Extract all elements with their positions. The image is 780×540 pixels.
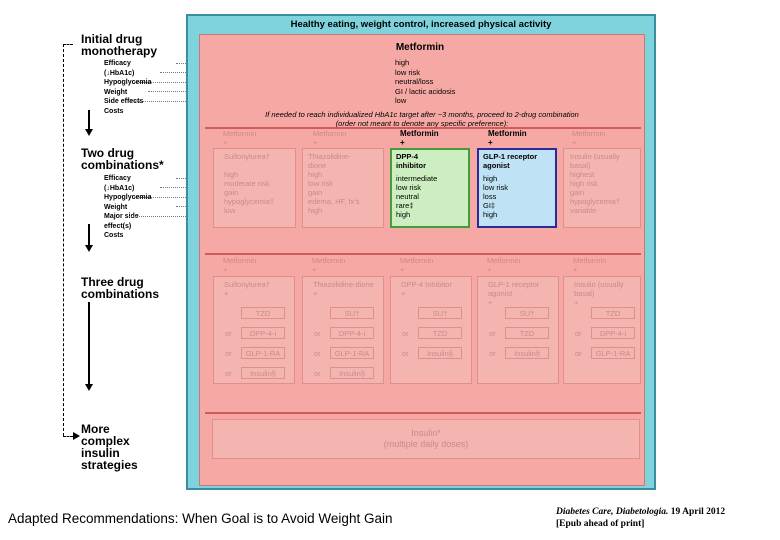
three-col-4-or: or (489, 349, 496, 358)
three-col-4-option: SU† (505, 307, 549, 319)
three-col-5-option: DPP-4-i (591, 327, 635, 339)
arrow-down-3 (88, 302, 90, 385)
arrow-down-2 (88, 224, 90, 246)
step-two-title: Two drug combinations* (81, 146, 164, 172)
divider-3 (205, 412, 641, 414)
step-three-title: Three drug combinations (81, 275, 160, 301)
divider-1 (205, 127, 641, 129)
three-col-2-or: or (314, 349, 321, 358)
three-col-5-head: Metformin + (573, 256, 607, 274)
arrow-down-1 (88, 110, 90, 130)
citation: Diabetes Care, Diabetologia. 19 April 20… (556, 507, 726, 529)
three-col-5-or: or (575, 329, 582, 338)
two-col-5-box: Insulin (usually basal) highest high risk… (563, 148, 641, 228)
three-col-3-head: Metformin + (400, 256, 434, 274)
three-col-3-or: or (402, 329, 409, 338)
lifestyle-header: Healthy eating, weight control, increase… (290, 19, 552, 30)
three-col-3-option: SU† (418, 307, 462, 319)
three-col-1-option: TZD (241, 307, 285, 319)
three-col-3-or: or (402, 349, 409, 358)
three-col-1-or: or (225, 329, 232, 338)
two-row-labels: Efficacy (↓HbA1c) Hypoglycemia Weight Majo… (104, 175, 152, 239)
three-col-2-or: or (314, 369, 321, 378)
two-col-2: Metformin + (313, 129, 347, 147)
mono-row-labels: Efficacy (↓HbA1c) Hypoglycemia Weight Side… (104, 60, 152, 115)
glp1-box[interactable]: GLP-1 receptor agonist high low risk loss… (477, 148, 557, 228)
three-col-2-option: SU† (330, 307, 374, 319)
arrow-right-complex (73, 432, 80, 440)
three-col-5-or: or (575, 349, 582, 358)
three-col-4-head: Metformin + (487, 256, 521, 274)
three-col-5-option: GLP-1-RA (591, 347, 635, 359)
three-col-1-option: GLP-1-RA (241, 347, 285, 359)
three-col-2-head: Metformin + (312, 256, 346, 274)
dpp4-box[interactable]: DPP-4 inhibitor intermediate low risk neu… (390, 148, 470, 228)
three-col-3-option: Insulin§ (418, 347, 462, 359)
two-col-2-box: Thiazolidine-dione high low risk gain edem… (302, 148, 384, 228)
step-complex-title: More complex insulin strategies (81, 422, 138, 472)
leader-two-5 (129, 216, 214, 217)
three-col-1-option: DPP-4-i (241, 327, 285, 339)
arrow-down-3-head (85, 384, 93, 391)
arrow-down-2-head (85, 245, 93, 252)
treatment-panel (199, 34, 645, 486)
three-col-2-or: or (314, 329, 321, 338)
bracket-tick-bottom (63, 436, 73, 437)
three-col-1-head: Metformin + (223, 256, 257, 274)
three-col-1-or: or (225, 369, 232, 378)
three-col-2-option: DPP-4-i (330, 327, 374, 339)
metformin-title: Metformin (395, 42, 445, 53)
step-mono-title: Initial drug monotherapy (81, 32, 158, 58)
slide-title: Adapted Recommendations: When Goal is to… (8, 511, 393, 526)
three-col-4-option: TZD (505, 327, 549, 339)
three-col-4-option: Insulin§ (505, 347, 549, 359)
three-col-5-option: TZD (591, 307, 635, 319)
divider-2 (205, 253, 641, 255)
two-col-1-box: Sulfonylurea† high moderate risk gain hypo… (213, 148, 296, 228)
two-col-3: Metformin + (400, 129, 439, 147)
two-col-5: Metformin + (572, 129, 606, 147)
three-col-1-option: Insulin§ (241, 367, 285, 379)
leader-two-3 (134, 197, 214, 198)
two-col-4: Metformin + (488, 129, 527, 147)
arrow-down-1-head (85, 129, 93, 136)
three-col-1-or: or (225, 349, 232, 358)
three-col-2-option: Insulin§ (330, 367, 374, 379)
two-col-1: Metformin + (223, 129, 257, 147)
three-col-3-option: TZD (418, 327, 462, 339)
insulin-strategy-box: Insulin* (multiple daily doses) (212, 419, 640, 459)
bracket-line (63, 44, 64, 436)
proceed-note: If needed to reach individualized HbA1c … (265, 110, 579, 128)
metformin-values: high low risk neutral/loss GI / lactic aci… (395, 58, 456, 106)
bracket-tick-top (63, 44, 73, 45)
three-col-2-option: GLP-1-RA (330, 347, 374, 359)
three-col-4-or: or (489, 329, 496, 338)
